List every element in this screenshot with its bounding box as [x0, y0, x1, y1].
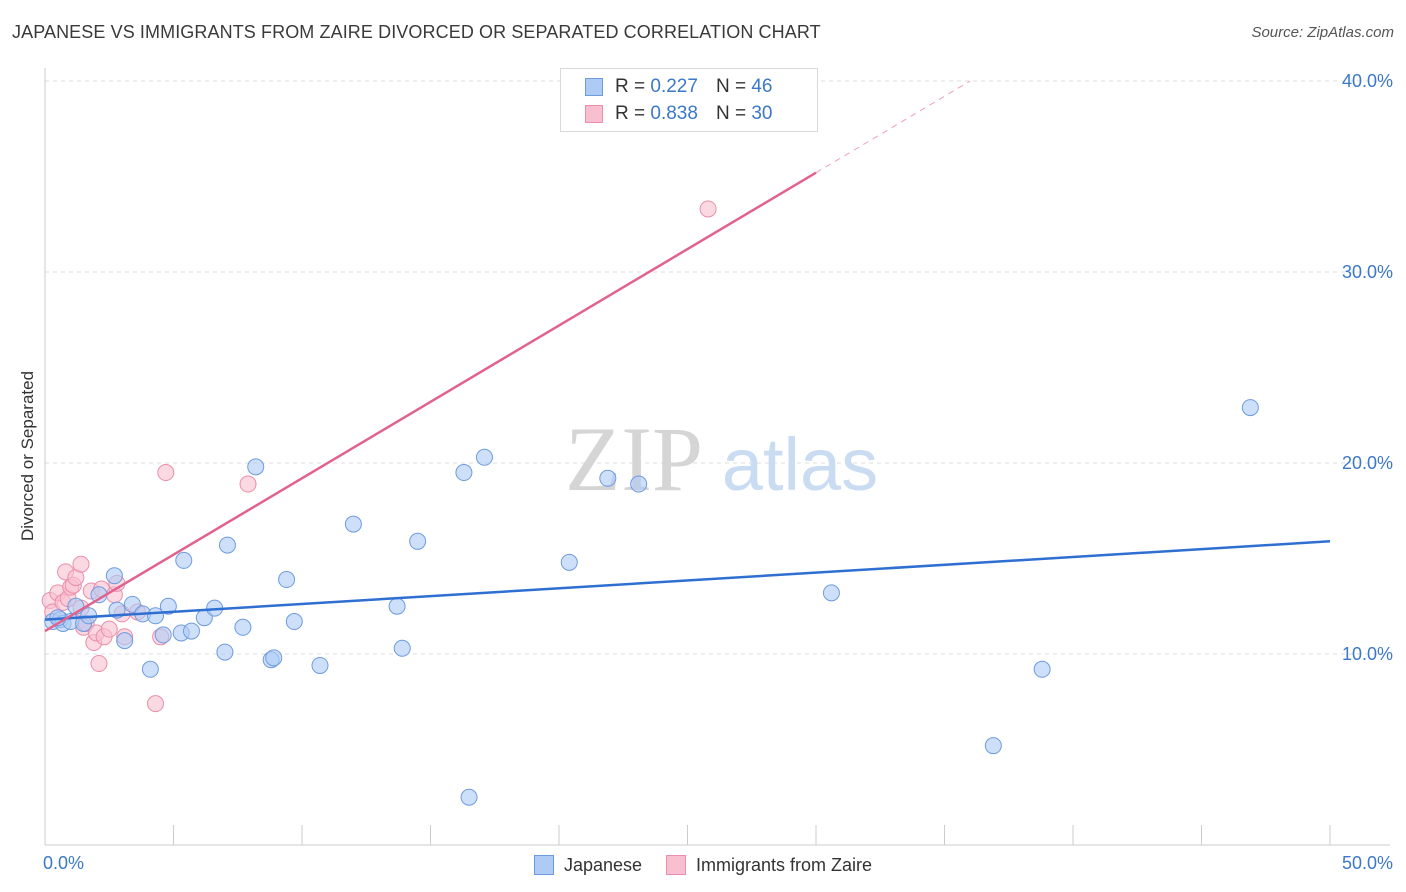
data-point-zaire [699, 200, 717, 218]
data-point-japanese [388, 597, 406, 615]
axes [44, 68, 1390, 846]
data-point-japanese [105, 567, 123, 585]
series-legend: Japanese Immigrants from Zaire [0, 852, 1406, 878]
data-point-japanese [218, 536, 236, 554]
data-point-japanese [599, 469, 617, 487]
legend-item-japanese: Japanese [533, 854, 643, 876]
data-point-japanese [560, 553, 578, 571]
data-point-japanese [630, 475, 648, 493]
data-point-japanese [984, 737, 1002, 755]
legend-item-zaire: Immigrants from Zaire [666, 855, 872, 876]
legend-n-label: N = [715, 76, 747, 97]
trend-line-japanese [44, 540, 1331, 621]
data-point-japanese [141, 660, 159, 678]
watermark: ZIP atlas [565, 408, 878, 510]
data-point-japanese [247, 458, 265, 476]
data-point-zaire [72, 555, 90, 573]
x-tick-label-min: 0.0% [43, 853, 84, 873]
trend-line-zaire [44, 171, 817, 633]
data-point-japanese [159, 597, 177, 615]
data-point-japanese [822, 584, 840, 602]
data-point-japanese [1241, 399, 1259, 417]
y-tick-label: 20.0% [1342, 453, 1393, 473]
watermark-atlas: atlas [722, 423, 878, 506]
data-point-japanese [216, 643, 234, 661]
legend-n-value-japanese: 46 [751, 76, 773, 97]
data-point-japanese [344, 515, 362, 533]
data-point-japanese [285, 613, 303, 631]
data-point-zaire [90, 655, 108, 673]
data-point-zaire [239, 475, 257, 493]
legend-swatch-zaire [585, 105, 603, 123]
legend-r-value-japanese: 0.227 [650, 76, 698, 97]
data-point-japanese [265, 649, 283, 667]
legend-r-label: R = [615, 103, 646, 124]
legend-n-value-zaire: 30 [751, 103, 773, 124]
legend-swatch-japanese [533, 855, 554, 875]
data-point-japanese [154, 626, 172, 644]
gridlines [45, 80, 1390, 655]
chart-title: JAPANESE VS IMMIGRANTS FROM ZAIRE DIVORC… [12, 22, 821, 42]
legend-r-label: R = [615, 76, 646, 97]
y-tick-label: 40.0% [1342, 71, 1393, 91]
watermark-zip: ZIP [565, 408, 703, 510]
legend-label-zaire: Immigrants from Zaire [696, 854, 873, 875]
legend-swatch-zaire [666, 855, 687, 875]
legend-r-value-zaire: 0.838 [650, 103, 698, 124]
data-point-zaire [100, 620, 118, 638]
data-point-japanese [311, 656, 329, 674]
legend-row-zaire: R = 0.838 N = 30 [585, 102, 772, 126]
data-point-zaire [147, 695, 165, 713]
legend-n-label: N = [715, 103, 747, 124]
x-tick-label-max: 50.0% [1342, 853, 1393, 873]
y-tick-label: 30.0% [1342, 262, 1393, 282]
legend-swatch-japanese [585, 78, 603, 96]
data-point-japanese [409, 532, 427, 550]
source-label: Source: ZipAtlas.com [1251, 24, 1394, 41]
data-point-japanese [393, 639, 411, 657]
trend-lines [44, 80, 1331, 633]
data-point-zaire [157, 464, 175, 482]
legend-label-japanese: Japanese [563, 854, 643, 875]
data-point-japanese [234, 618, 252, 636]
data-point-japanese [278, 571, 296, 589]
trend-line-zaire-extension [815, 80, 971, 174]
data-point-japanese [1033, 660, 1051, 678]
y-tick-label: 10.0% [1342, 644, 1393, 664]
tick-labels: 10.0% 20.0% 30.0% 40.0% 0.0% 50.0% [43, 71, 1393, 873]
data-point-japanese [475, 448, 493, 466]
legend-row-japanese: R = 0.227 N = 46 [585, 75, 772, 99]
correlation-legend: R = 0.227 N = 46 R = 0.838 N = 30 [560, 68, 818, 132]
data-point-japanese [175, 551, 193, 569]
data-point-japanese [460, 788, 478, 806]
data-point-japanese [116, 632, 134, 650]
data-point-japanese [455, 464, 473, 482]
data-point-japanese [182, 622, 200, 640]
